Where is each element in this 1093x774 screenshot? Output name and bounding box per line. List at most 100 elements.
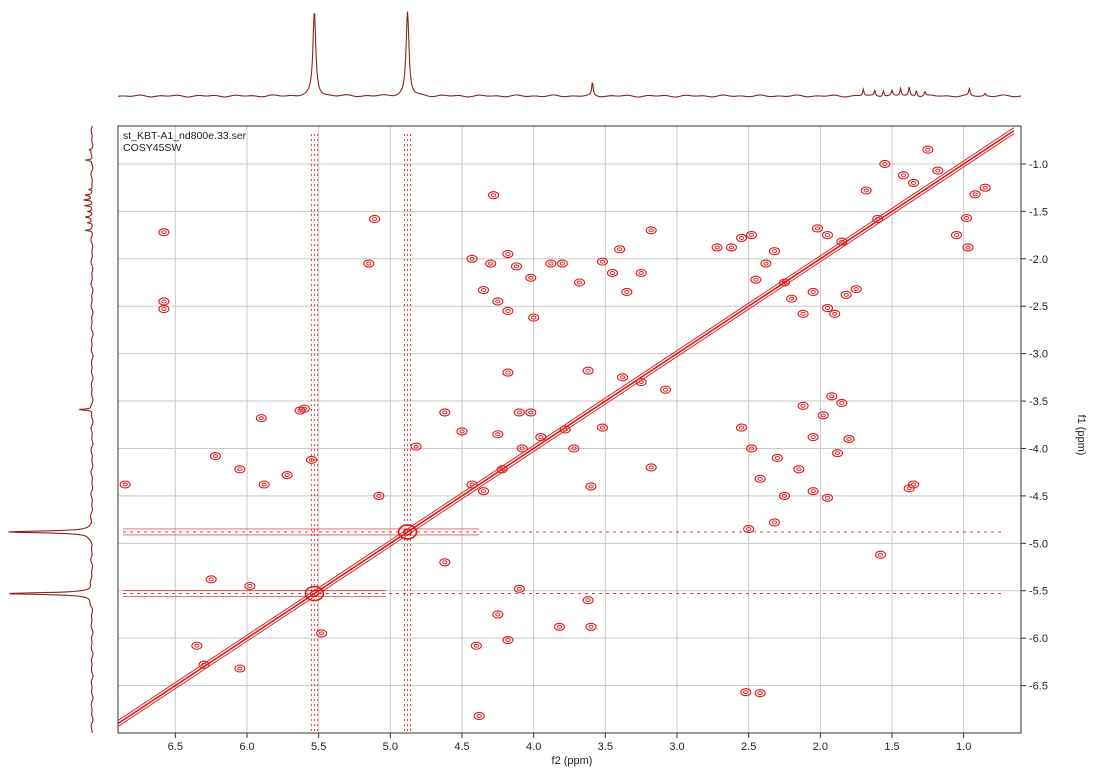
cross-peak-inner <box>824 233 831 238</box>
cross-peak-inner <box>318 631 325 636</box>
cross-peak-inner <box>122 482 128 487</box>
cross-peak-inner <box>839 400 845 405</box>
cross-peak <box>158 304 170 314</box>
cross-peak <box>874 550 887 559</box>
cross-peak <box>369 214 381 223</box>
cross-peak <box>778 278 791 287</box>
cross-peak-inner <box>624 290 630 294</box>
cross-peak-inner <box>513 264 520 269</box>
cross-peak <box>502 636 514 645</box>
cross-peak-inner <box>519 446 525 451</box>
cross-peak <box>281 470 293 480</box>
cross-peak-inner <box>528 275 534 280</box>
cross-peak <box>735 423 748 432</box>
cross-peak-inner <box>832 311 838 316</box>
cross-peak <box>582 596 594 605</box>
cross-peak <box>573 278 586 287</box>
y-tick-label: -2.5 <box>1029 301 1048 313</box>
cross-peak-inner <box>834 451 841 456</box>
cross-peak-inner <box>599 425 606 430</box>
cross-peak-inner <box>839 239 845 244</box>
cross-peak-inner <box>576 280 583 285</box>
cross-peak <box>962 243 974 252</box>
cross-peak-inner <box>810 489 816 494</box>
cross-peak <box>477 286 490 295</box>
cross-peak <box>635 378 647 387</box>
cross-peak-inner <box>476 713 482 718</box>
cross-peak-inner <box>247 584 253 588</box>
cross-peak <box>513 408 525 417</box>
cross-peak-inner <box>843 292 849 297</box>
cross-peak <box>502 249 514 259</box>
cross-peak-inner <box>738 425 745 430</box>
cross-peak <box>711 243 723 252</box>
cross-peak <box>255 414 267 423</box>
cross-peak-inner <box>662 387 669 392</box>
cross-peak <box>645 226 657 235</box>
cross-peak-inner <box>201 662 207 667</box>
x-tick-label: 5.0 <box>383 741 398 753</box>
cross-peak-inner <box>638 380 644 385</box>
cross-peak-inner <box>648 465 654 470</box>
cross-peak-inner <box>531 315 537 320</box>
y-tick-label: -3.0 <box>1029 349 1048 361</box>
cross-peak-inner <box>810 290 816 294</box>
cross-peak-inner <box>810 435 816 440</box>
cross-peak-inner <box>585 368 591 373</box>
diagonal-peak <box>309 589 319 598</box>
cross-peak-inner <box>495 432 501 437</box>
cross-peak <box>492 430 504 439</box>
cross-peak <box>821 304 834 313</box>
cross-peak <box>903 484 915 493</box>
cross-peak-inner <box>638 271 644 275</box>
cross-peak-inner <box>528 410 534 415</box>
cross-peak-inner <box>746 527 752 532</box>
cross-peak-inner <box>771 249 778 254</box>
cross-peak <box>606 268 619 278</box>
cross-peak <box>492 610 504 619</box>
cross-peak-inner <box>875 216 881 221</box>
cross-peak <box>582 366 594 375</box>
cross-peak <box>922 145 934 154</box>
cross-peak <box>258 480 270 489</box>
cross-peak-inner <box>648 228 654 233</box>
x-axis-label: f2 (ppm) <box>552 755 593 767</box>
cross-peak <box>635 268 647 278</box>
cross-peak-inner <box>161 299 167 304</box>
grid-lines <box>118 126 1021 733</box>
diagonal-peak <box>304 585 325 602</box>
cross-peak <box>811 224 824 233</box>
cross-peak-inner <box>548 261 554 266</box>
cross-peak <box>969 190 981 199</box>
cross-peak <box>298 404 310 413</box>
cross-peak <box>119 480 131 489</box>
diagonal-line <box>117 133 1015 727</box>
cross-peak <box>860 186 872 195</box>
cross-peak-inner <box>161 307 167 311</box>
cross-peak <box>305 455 318 464</box>
cross-peak-inner <box>609 271 616 275</box>
x-tick-label: 6.5 <box>168 741 183 753</box>
cross-peak <box>492 297 504 306</box>
cross-peak <box>840 290 852 299</box>
cross-peak-inner <box>774 456 780 460</box>
cross-peak-inner <box>963 216 970 220</box>
cross-peak-inner <box>495 612 501 617</box>
diagonal-peaks <box>117 127 1015 727</box>
cross-peak <box>778 491 791 500</box>
cross-peak <box>616 373 629 382</box>
cross-peak <box>750 275 762 284</box>
cross-peak <box>556 259 568 268</box>
cross-peak <box>244 581 256 591</box>
cross-peak-inner <box>599 259 606 264</box>
cross-peak <box>950 231 963 240</box>
cross-peak-inner <box>480 288 487 293</box>
cross-peak-inner <box>748 233 755 238</box>
cross-peak <box>797 401 809 410</box>
cross-peak <box>807 487 819 496</box>
cross-peak-inner <box>490 193 497 198</box>
cross-peak-inner <box>619 375 626 380</box>
cross-peak <box>817 411 829 420</box>
